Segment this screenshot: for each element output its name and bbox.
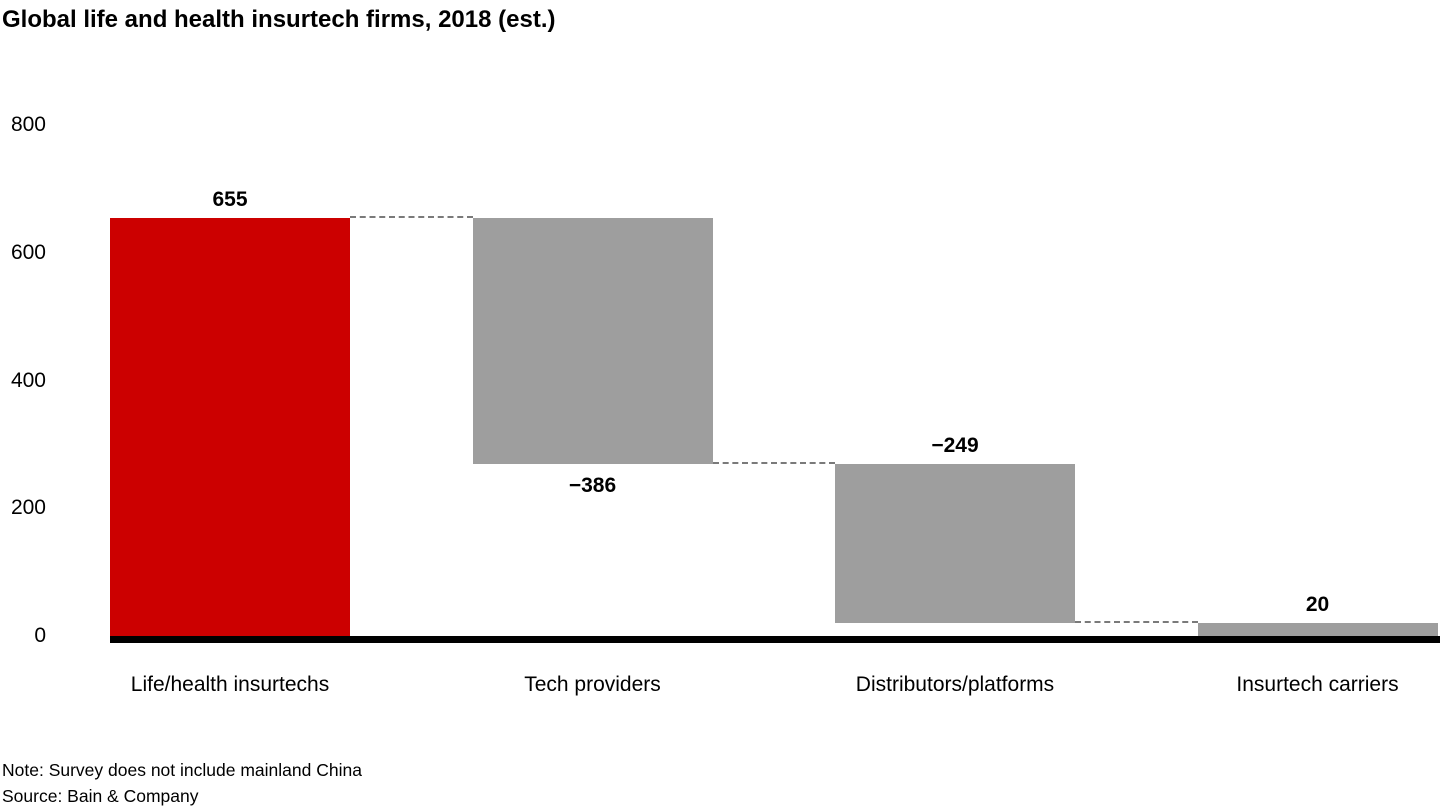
- y-axis-tick-label: 400: [10, 368, 46, 392]
- bar-tech-providers: [472, 217, 713, 465]
- source-text: Source: Bain & Company: [2, 786, 199, 806]
- connector-line: [1075, 621, 1198, 624]
- bar-value-label: −249: [931, 434, 979, 458]
- chart-footnotes: Note: Survey does not include mainland C…: [2, 757, 362, 809]
- y-axis-tick-label: 0: [34, 624, 46, 647]
- bar-value-label: 20: [1305, 593, 1330, 617]
- note-text: Note: Survey does not include mainland C…: [2, 760, 362, 780]
- x-axis-category-label: Tech providers: [524, 673, 661, 696]
- x-axis-category-label: Distributors/platforms: [855, 673, 1055, 696]
- connector-line: [350, 215, 473, 218]
- connector-line: [712, 462, 835, 465]
- bar-insurtech-carriers: [1197, 623, 1438, 636]
- y-axis-tick-label: 200: [10, 496, 46, 520]
- y-axis-tick-label: 800: [10, 113, 46, 136]
- y-axis-tick-label: 600: [10, 240, 46, 264]
- bar-value-label: 655: [212, 187, 248, 211]
- x-axis-category-label: Insurtech carriers: [1236, 673, 1399, 696]
- bar-distributors-platforms: [835, 464, 1075, 624]
- bar-life-health-insurtechs: [110, 217, 350, 636]
- x-axis-category-label: Life/health insurtechs: [130, 673, 330, 696]
- x-axis-line: [110, 636, 1440, 643]
- bar-value-label: −386: [568, 474, 617, 498]
- chart-title: Global life and health insurtech firms, …: [2, 6, 556, 33]
